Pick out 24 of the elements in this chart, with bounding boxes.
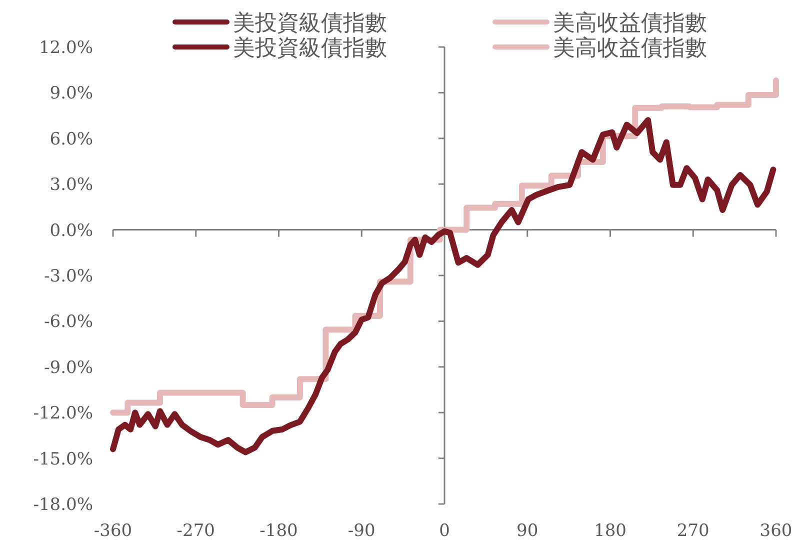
x-tick-label: -270: [176, 521, 215, 541]
y-tick-label: 6.0%: [50, 129, 93, 150]
y-tick-label: 0.0%: [50, 220, 93, 241]
y-tick-label: 9.0%: [50, 84, 93, 104]
y-tick-label: -15.0%: [33, 449, 93, 470]
legend-label: 美高收益債指數: [553, 36, 707, 61]
y-tick-label: -9.0%: [44, 358, 93, 378]
x-tick-label: 90: [516, 521, 538, 541]
y-tick-label: -18.0%: [33, 495, 93, 515]
x-tick-label: 270: [676, 521, 710, 541]
y-tick-label: 3.0%: [50, 175, 93, 196]
x-tick-label: 360: [760, 521, 792, 541]
y-tick-label: -3.0%: [44, 266, 93, 286]
x-tick-label: 0: [439, 521, 450, 541]
y-tick-label: -12.0%: [33, 404, 93, 424]
text: 美投資級債指數: [233, 11, 387, 36]
y-tick-label: 12.0%: [38, 38, 93, 58]
x-tick-label: -360: [94, 521, 132, 541]
legend-label: 美投資級債指數: [233, 36, 387, 61]
x-tick-label: -90: [348, 521, 376, 541]
x-tick-label: 180: [594, 521, 626, 541]
text: 美高收益債指數: [553, 11, 707, 36]
x-tick-label: -180: [260, 521, 298, 541]
y-tick-label: -6.0%: [44, 312, 93, 332]
